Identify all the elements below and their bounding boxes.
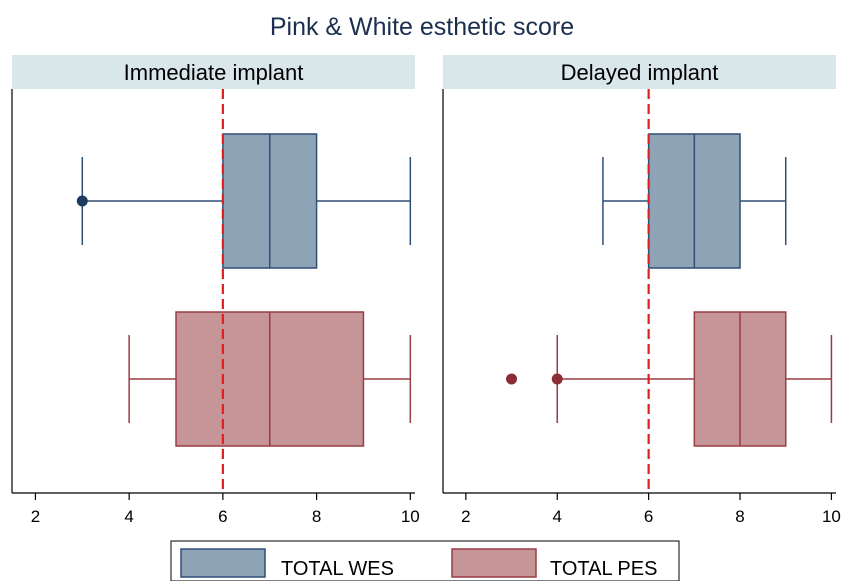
x-tick-label: 8	[735, 507, 744, 526]
panel-title: Delayed implant	[561, 60, 719, 85]
legend-label: TOTAL WES	[281, 558, 394, 580]
panel-title: Immediate implant	[124, 60, 304, 85]
x-tick-label: 8	[312, 507, 321, 526]
panel-delayed: Delayed implant 2 4 6 8 10	[442, 55, 841, 526]
box-total-wes	[602, 133, 787, 269]
panels: Immediate implant 2 4 6 8 10 Delayed implant 2 4…	[11, 55, 841, 526]
legend-label: TOTAL PES	[550, 558, 657, 580]
x-tick-label: 4	[124, 507, 133, 526]
box-total-pes	[506, 311, 833, 447]
legend: TOTAL WES TOTAL PES	[170, 540, 680, 581]
outlier-point	[76, 195, 88, 207]
legend-item-total-wes: TOTAL WES	[180, 548, 394, 580]
x-tick-label: 10	[401, 507, 420, 526]
x-tick-label: 4	[553, 507, 562, 526]
legend-swatch	[451, 548, 537, 578]
panel-strip	[12, 55, 415, 89]
x-tick-label: 2	[31, 507, 40, 526]
panel-immediate: Immediate implant 2 4 6 8 10	[11, 55, 420, 526]
x-tick-label: 6	[644, 507, 653, 526]
chart-title: Pink & White esthetic score	[270, 13, 574, 41]
legend-item-total-pes: TOTAL PES	[451, 548, 657, 580]
x-tick-label: 10	[822, 507, 841, 526]
x-tick-label: 2	[461, 507, 470, 526]
outlier-point	[506, 373, 518, 385]
box-total-pes	[128, 311, 412, 447]
box-total-wes	[76, 133, 412, 269]
outlier-point	[551, 373, 563, 385]
legend-swatch	[180, 548, 266, 578]
panel-strip	[443, 55, 836, 89]
x-tick-label: 6	[218, 507, 227, 526]
